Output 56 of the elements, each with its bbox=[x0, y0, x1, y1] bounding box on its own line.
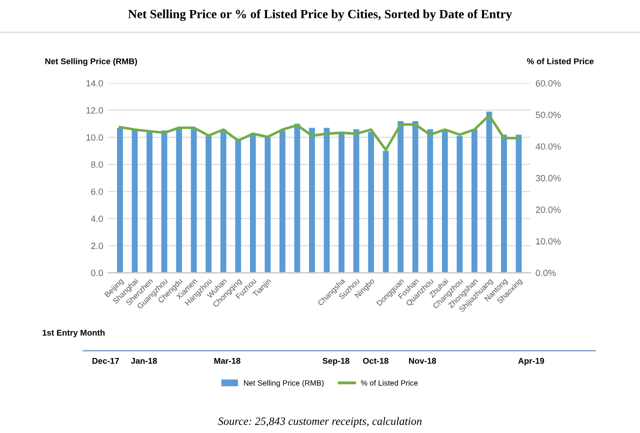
y-axis-title: Net Selling Price (RMB) bbox=[45, 58, 137, 66]
bar bbox=[206, 136, 212, 273]
text: Apr-19 bbox=[518, 358, 544, 366]
y2-axis-title: % of Listed Price bbox=[526, 58, 594, 64]
bar bbox=[190, 128, 197, 273]
y-tick-label: 10.0 bbox=[86, 134, 103, 141]
bar bbox=[146, 132, 152, 273]
bar bbox=[250, 133, 256, 273]
y2-tick-label: 50.0% bbox=[536, 112, 561, 118]
chart-title: Net Selling Price or % of Listed Price by Cities, Sorted by Date of Entry bbox=[128, 9, 512, 21]
text: Sep-18 bbox=[322, 358, 350, 366]
source-note: Source: 25,843 customer receipts, calculation bbox=[218, 417, 422, 428]
bar bbox=[353, 129, 360, 273]
bar bbox=[176, 128, 182, 273]
bar bbox=[398, 121, 404, 273]
bar bbox=[368, 132, 374, 273]
text: Mar-18 bbox=[214, 358, 240, 364]
text: Nov-18 bbox=[409, 358, 436, 364]
bar bbox=[279, 130, 286, 273]
y2-tick-label: 0.0% bbox=[536, 270, 556, 276]
bar bbox=[486, 112, 492, 273]
y-tick-label: 8.0 bbox=[91, 161, 103, 168]
y-tick-label: 4.0 bbox=[90, 216, 103, 222]
line-series bbox=[118, 114, 520, 152]
y-tick-label: 0.0 bbox=[91, 270, 103, 276]
bar bbox=[442, 129, 448, 273]
bar bbox=[456, 136, 463, 273]
y-tick-label: 2.0 bbox=[91, 242, 103, 250]
bar bbox=[235, 138, 242, 273]
bar bbox=[324, 128, 330, 273]
text: 1st Entry Month bbox=[42, 330, 105, 338]
y-tick-label: 12.0 bbox=[86, 107, 103, 114]
bar bbox=[516, 134, 522, 273]
bar bbox=[117, 128, 123, 273]
text: Oct-18 bbox=[363, 358, 388, 364]
bar bbox=[427, 129, 434, 273]
y-tick-label: 14.0 bbox=[86, 80, 103, 86]
y2-tick-label: 40.0% bbox=[536, 143, 561, 150]
y2-tick-label: 10.0% bbox=[536, 238, 561, 245]
bar bbox=[382, 150, 389, 273]
y-tick-label: 6.0 bbox=[91, 188, 103, 195]
bar bbox=[264, 137, 271, 273]
bar bbox=[294, 124, 300, 273]
bar bbox=[220, 129, 226, 273]
text: Dec-17 bbox=[92, 358, 119, 364]
bar bbox=[309, 128, 315, 273]
y2-tick-label: 60.0% bbox=[536, 80, 561, 86]
y2-tick-label: 30.0% bbox=[536, 174, 561, 182]
bar bbox=[132, 130, 138, 273]
bar bbox=[412, 121, 418, 273]
text: Jan-18 bbox=[130, 358, 157, 364]
bar bbox=[161, 130, 168, 273]
bar bbox=[338, 133, 344, 273]
y2-tick-label: 20.0% bbox=[536, 206, 561, 213]
bar bbox=[501, 134, 507, 273]
bar bbox=[471, 129, 478, 273]
